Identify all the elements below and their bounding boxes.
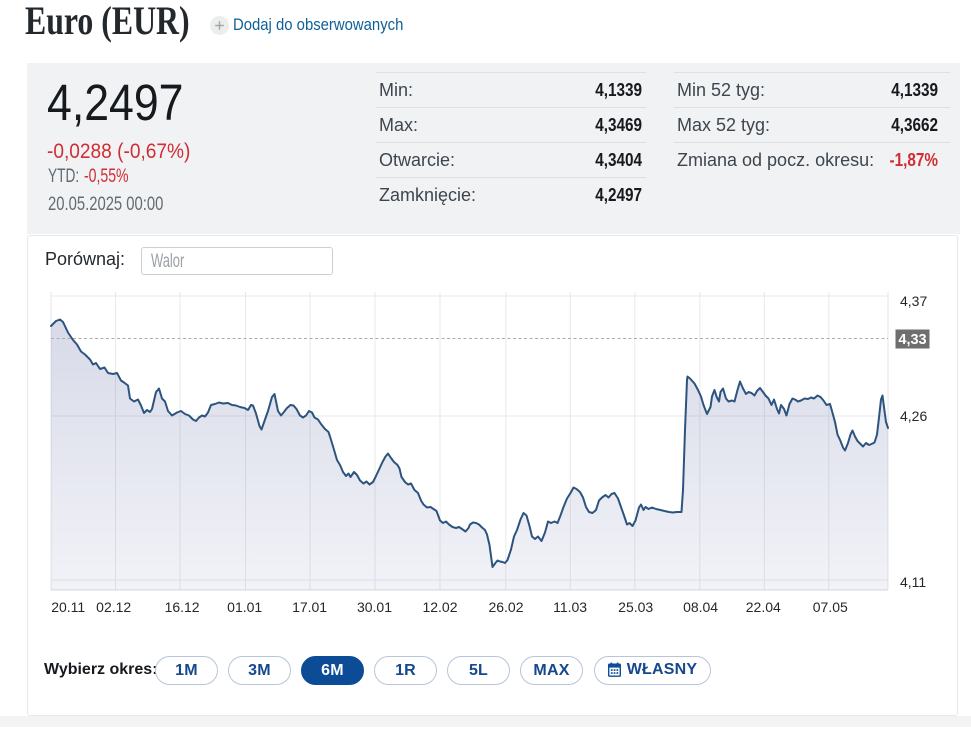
svg-text:08.04: 08.04 bbox=[683, 599, 718, 615]
svg-text:26.02: 26.02 bbox=[488, 599, 523, 615]
svg-text:16.12: 16.12 bbox=[165, 599, 200, 615]
svg-text:4,37: 4,37 bbox=[900, 293, 927, 309]
svg-text:4,26: 4,26 bbox=[900, 408, 927, 424]
svg-text:17.01: 17.01 bbox=[292, 599, 327, 615]
svg-text:4,33: 4,33 bbox=[898, 332, 926, 348]
svg-text:30.01: 30.01 bbox=[357, 599, 392, 615]
svg-text:11.03: 11.03 bbox=[553, 599, 587, 615]
svg-text:01.01: 01.01 bbox=[227, 599, 262, 615]
svg-text:02.12: 02.12 bbox=[96, 599, 131, 615]
svg-text:25.03: 25.03 bbox=[618, 599, 653, 615]
svg-text:4,11: 4,11 bbox=[900, 574, 926, 590]
svg-text:20.11: 20.11 bbox=[51, 599, 85, 615]
svg-text:12.02: 12.02 bbox=[422, 599, 457, 615]
svg-text:22.04: 22.04 bbox=[746, 599, 781, 615]
svg-text:07.05: 07.05 bbox=[813, 599, 848, 615]
